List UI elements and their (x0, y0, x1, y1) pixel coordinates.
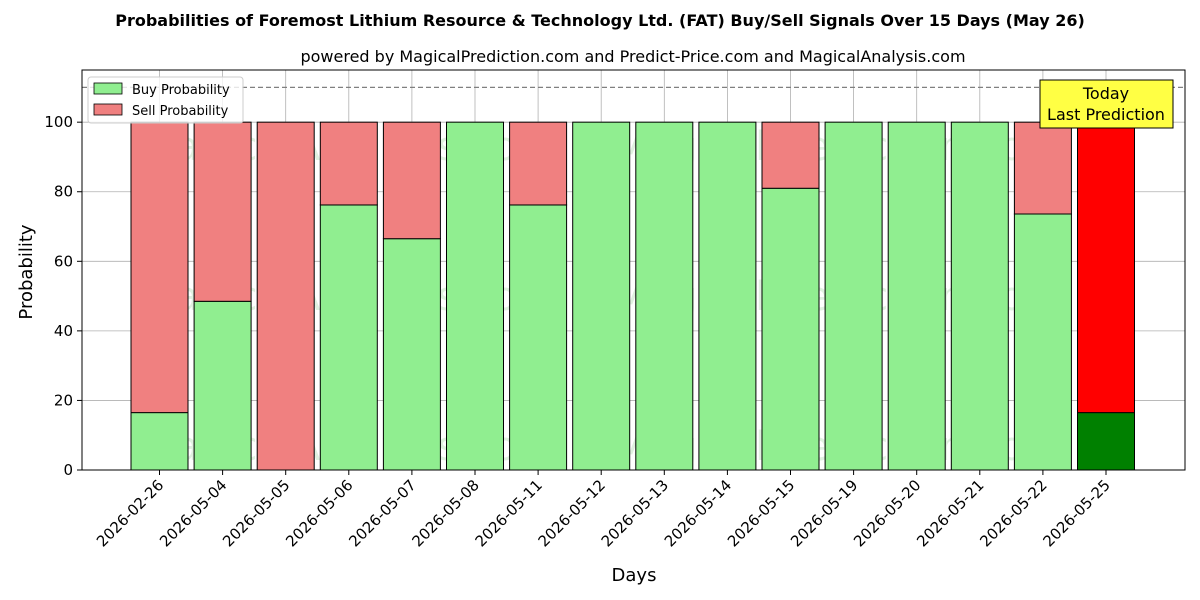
annotation-line-1: Today (1082, 84, 1129, 103)
legend: Buy Probability Sell Probability (87, 76, 244, 124)
x-tick-label: 2026-05-19 (787, 476, 861, 550)
y-tick-label: 20 (54, 391, 73, 409)
legend-box (87, 76, 244, 124)
y-axis-ticks: 0 20 40 60 80 100 (44, 113, 82, 479)
x-tick-label: 2026-05-04 (156, 476, 230, 550)
x-tick-label: 2026-05-07 (345, 476, 419, 550)
legend-swatch-buy (93, 82, 123, 95)
legend-label-buy: Buy Probability (132, 83, 230, 98)
buy-bar (193, 300, 252, 471)
buy-bar (761, 187, 820, 471)
x-tick-label: 2026-05-15 (724, 476, 798, 550)
sell-bar (319, 121, 378, 206)
sell-bar (256, 121, 315, 471)
buy-bar (446, 121, 504, 471)
x-tick-label: 2026-05-25 (1039, 476, 1113, 550)
sell-bar (130, 121, 189, 414)
x-tick-label: 2026-05-22 (976, 476, 1050, 550)
y-tick-label: 0 (63, 461, 73, 479)
y-tick-label: 40 (54, 322, 73, 340)
x-tick-label: 2026-05-14 (661, 476, 735, 550)
x-tick-label: 2026-05-21 (913, 476, 987, 550)
legend-swatch-sell (93, 103, 123, 116)
x-tick-label: 2026-05-12 (535, 476, 609, 550)
buy-bar (130, 412, 189, 471)
buy-bar (950, 121, 1009, 471)
buy-bar (572, 121, 631, 471)
buy-bar (887, 121, 946, 471)
annotation-box (1039, 79, 1174, 129)
buy-bar (1077, 412, 1135, 471)
plot-frame (81, 69, 1186, 471)
buy-bar (824, 121, 883, 471)
x-tick-label: 2026-05-08 (408, 476, 482, 550)
annotation-line-2: Last Prediction (1047, 105, 1165, 124)
sell-bar (1013, 121, 1072, 215)
legend-label-sell: Sell Probability (132, 104, 229, 119)
x-axis-label: Days (612, 565, 657, 586)
x-tick-label: 2026-05-05 (219, 476, 293, 550)
buy-bar (1013, 213, 1072, 471)
buy-bar (509, 204, 568, 471)
x-tick-label: 2026-05-13 (598, 476, 672, 550)
y-tick-label: 100 (44, 113, 73, 131)
y-axis-label: Probability (16, 224, 37, 319)
sell-bar (761, 121, 820, 189)
x-tick-label: 2026-05-11 (472, 476, 546, 550)
buy-bar (382, 238, 441, 471)
y-tick-label: 80 (54, 183, 73, 201)
x-tick-label: 2026-05-06 (282, 476, 356, 550)
buy-bar (698, 121, 757, 471)
buy-bar (635, 121, 694, 471)
buy-bar (319, 204, 378, 471)
chart-subtitle: powered by MagicalPrediction.com and Pre… (300, 47, 965, 66)
sell-bar (193, 121, 252, 302)
x-axis-ticks: 2026-02-262026-05-042026-05-052026-05-06… (93, 470, 1114, 550)
y-tick-label: 60 (54, 252, 73, 270)
sell-bar (1077, 121, 1135, 414)
today-annotation: Today Last Prediction (1039, 79, 1174, 129)
sell-bar (509, 121, 568, 206)
bars (130, 121, 1135, 471)
x-tick-label: 2026-02-26 (93, 476, 167, 550)
chart-title: Probabilities of Foremost Lithium Resour… (115, 11, 1085, 30)
x-tick-label: 2026-05-20 (850, 476, 924, 550)
sell-bar (382, 121, 441, 240)
